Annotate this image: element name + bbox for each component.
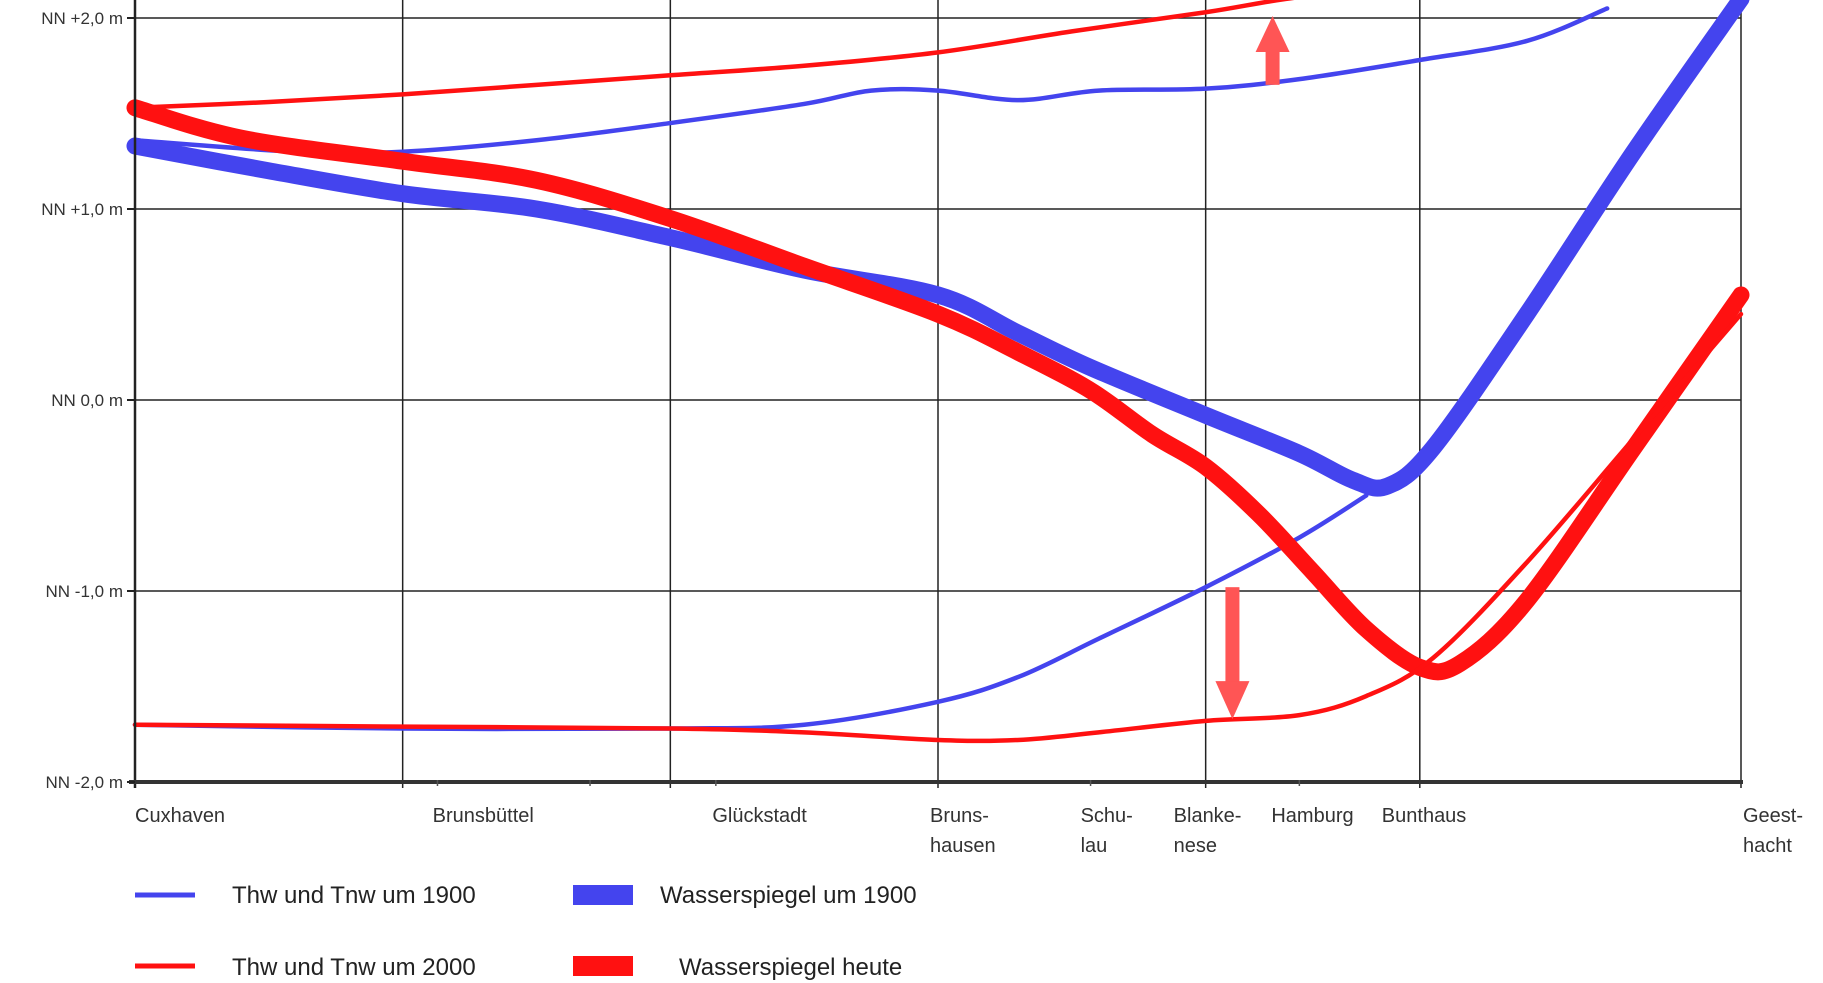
x-tick-label: Cuxhaven	[135, 805, 225, 827]
series-line-thw-tnw	[132, 311, 1744, 744]
series-line-wasserspiegel	[126, 0, 1750, 497]
x-tick-label-line: hacht	[1743, 835, 1792, 857]
legend-label: Thw und Tnw um 1900	[232, 882, 476, 909]
series-line-wasserspiegel	[126, 99, 1750, 681]
y-tick-label: NN 0,0 m	[51, 391, 123, 410]
x-tick-label-line: Bunthaus	[1382, 805, 1467, 827]
arrow-up	[1255, 16, 1290, 85]
x-tick-label: Bruns-hausen	[930, 805, 996, 857]
annotation-layer	[1215, 16, 1290, 720]
legend-label: Thw und Tnw um 2000	[232, 954, 476, 981]
axes	[129, 0, 1743, 788]
legend: Thw und Tnw um 1900 Wasserspiegel um 1900…	[135, 882, 917, 981]
x-tick-label-line: Bruns-	[930, 805, 989, 827]
x-tick-label-line: Blanke-	[1174, 805, 1242, 827]
y-tick-label: NN -1,0 m	[46, 582, 123, 601]
arrow-head	[1255, 16, 1290, 52]
y-tick-labels: NN +2,0 m NN +1,0 m NN 0,0 m NN -1,0 m NN -2…	[41, 9, 135, 792]
x-tick-label-line: Brunsbüttel	[433, 805, 534, 827]
x-tick-labels: Cuxhaven Brunsbüttel Glückstadt Bruns-hause…	[135, 805, 1803, 857]
legend-item: Wasserspiegel um 1900	[573, 882, 917, 909]
x-tick-label-line: hausen	[930, 835, 996, 857]
x-tick-label: Blanke-nese	[1174, 805, 1242, 857]
legend-swatch-thick	[573, 885, 633, 905]
x-tick-label: Bunthaus	[1382, 805, 1467, 827]
legend-item: Wasserspiegel heute	[573, 954, 902, 981]
y-tick-label: NN +1,0 m	[41, 200, 123, 219]
x-tick-label: Schu-lau	[1081, 805, 1133, 857]
x-tick-label: Brunsbüttel	[433, 805, 534, 827]
series-layer	[126, 0, 1750, 744]
legend-swatch-thick	[573, 956, 633, 976]
grid	[135, 0, 1742, 788]
arrow-down	[1215, 587, 1250, 720]
x-tick-label-line: Hamburg	[1271, 805, 1353, 827]
arrow-head	[1215, 681, 1250, 720]
x-tick-label-line: nese	[1174, 835, 1217, 857]
arrow-shaft	[1265, 50, 1280, 85]
arrow-shaft	[1225, 587, 1240, 684]
x-tick-label-line: Cuxhaven	[135, 805, 225, 827]
y-tick-label: NN -2,0 m	[46, 773, 123, 792]
series-line-thw-tnw	[132, 6, 1610, 156]
legend-item: Thw und Tnw um 1900	[135, 882, 476, 909]
x-tick-label: Geest-hacht	[1743, 805, 1803, 857]
x-tick-label-line: Schu-	[1081, 805, 1133, 827]
legend-label: Wasserspiegel heute	[679, 954, 902, 981]
series-line-thw-tnw	[132, 493, 1369, 732]
x-tick-label: Hamburg	[1271, 805, 1353, 827]
series-line-thw-tnw	[132, 0, 1295, 111]
x-tick-label-line: Geest-	[1743, 805, 1803, 827]
x-tick-label-line: Glückstadt	[712, 805, 807, 827]
legend-item: Thw und Tnw um 2000	[135, 954, 476, 981]
legend-label: Wasserspiegel um 1900	[660, 882, 917, 909]
x-tick-label: Glückstadt	[712, 805, 807, 827]
x-tick-label-line: lau	[1081, 835, 1108, 857]
y-tick-label: NN +2,0 m	[41, 9, 123, 28]
